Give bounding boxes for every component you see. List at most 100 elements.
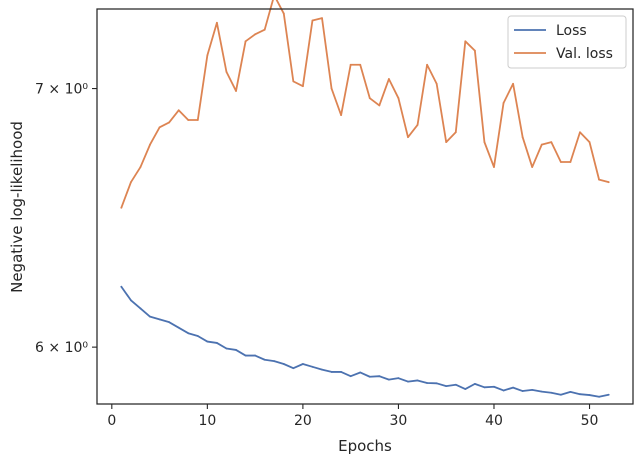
- data-point-loss: [540, 390, 543, 393]
- data-point-loss: [158, 318, 161, 321]
- data-point-loss: [588, 394, 591, 396]
- data-point-val-loss: [435, 82, 438, 85]
- data-point-loss: [130, 299, 132, 302]
- data-point-val-loss: [359, 63, 362, 66]
- data-point-val-loss: [292, 80, 295, 83]
- data-point-loss: [244, 354, 247, 357]
- y-tick-label: 6 × 10⁰: [35, 340, 88, 356]
- series-line-loss: [120, 285, 610, 398]
- data-point-loss: [416, 379, 419, 382]
- data-point-loss: [282, 363, 285, 365]
- data-point-val-loss: [502, 102, 505, 104]
- data-point-loss: [407, 380, 409, 383]
- data-point-loss: [435, 382, 438, 385]
- y-axis-ticks: 6 × 10⁰ 7 × 10⁰: [35, 82, 97, 356]
- data-point-loss: [521, 390, 524, 392]
- x-tick-label: 20: [294, 413, 312, 429]
- data-point-loss: [397, 377, 400, 380]
- data-point-loss: [302, 363, 304, 365]
- x-axis-ticks: 0 10 20 30 40 50: [107, 404, 598, 429]
- data-point-loss: [225, 347, 228, 350]
- legend: Loss Val. loss: [507, 15, 627, 69]
- data-point-loss: [254, 354, 257, 357]
- data-point-val-loss: [464, 40, 467, 43]
- data-point-loss: [464, 388, 467, 390]
- data-point-loss: [321, 368, 323, 371]
- data-point-loss: [206, 340, 209, 343]
- data-point-loss: [512, 386, 514, 389]
- data-point-loss: [330, 371, 333, 373]
- data-point-val-loss: [407, 136, 409, 139]
- data-point-val-loss: [521, 136, 524, 139]
- data-point-val-loss: [340, 114, 343, 117]
- legend-box: [507, 15, 627, 69]
- plot-frame: [96, 8, 634, 405]
- data-point-val-loss: [235, 90, 237, 92]
- data-point-val-loss: [225, 70, 228, 73]
- data-point-loss: [559, 393, 562, 396]
- data-point-val-loss: [473, 49, 476, 52]
- data-point-val-loss: [216, 21, 218, 24]
- data-point-loss: [311, 365, 314, 368]
- data-point-loss: [569, 391, 572, 393]
- data-point-val-loss: [550, 141, 553, 144]
- data-point-val-loss: [588, 141, 591, 144]
- data-point-loss: [502, 389, 505, 392]
- data-point-val-loss: [149, 143, 151, 146]
- data-point-loss: [445, 385, 448, 388]
- data-point-loss: [149, 315, 151, 318]
- data-point-val-loss: [559, 161, 562, 163]
- data-point-loss: [216, 342, 218, 344]
- data-point-val-loss: [263, 28, 266, 31]
- data-point-loss: [493, 385, 495, 388]
- plot-area: [97, 9, 633, 404]
- data-point-val-loss: [120, 206, 123, 209]
- series-line-val-loss: [120, 0, 610, 209]
- data-point-val-loss: [378, 104, 381, 107]
- data-point-val-loss: [397, 97, 400, 100]
- data-point-val-loss: [540, 143, 543, 146]
- legend-label-val-loss: Val. loss: [556, 46, 613, 62]
- data-point-loss: [607, 393, 610, 396]
- data-point-val-loss: [483, 141, 486, 144]
- data-point-loss: [340, 371, 343, 373]
- data-point-loss: [196, 335, 199, 337]
- data-point-loss: [426, 382, 428, 384]
- data-point-val-loss: [187, 119, 190, 121]
- x-tick-label: 30: [390, 413, 408, 429]
- data-point-val-loss: [512, 82, 514, 85]
- data-point-val-loss: [158, 126, 161, 129]
- data-point-val-loss: [454, 131, 457, 134]
- data-point-loss: [473, 382, 476, 385]
- data-point-val-loss: [426, 63, 428, 66]
- data-point-val-loss: [349, 63, 352, 66]
- data-point-val-loss: [330, 87, 333, 90]
- data-point-val-loss: [445, 141, 448, 144]
- y-tick-label: 7 × 10⁰: [35, 82, 88, 98]
- data-point-val-loss: [607, 181, 610, 184]
- data-point-loss: [483, 386, 486, 389]
- data-point-val-loss: [579, 131, 581, 134]
- x-axis-label: Epochs: [338, 437, 392, 455]
- data-point-loss: [378, 375, 381, 378]
- data-point-val-loss: [598, 178, 600, 181]
- data-point-loss: [273, 360, 276, 363]
- series-layer: [120, 0, 610, 398]
- data-point-loss: [349, 375, 352, 378]
- y-axis-label: Negative log-likelihood: [8, 121, 26, 293]
- data-point-val-loss: [416, 123, 419, 126]
- data-point-val-loss: [196, 119, 199, 121]
- data-point-val-loss: [282, 12, 285, 15]
- data-point-loss: [550, 391, 553, 394]
- data-point-loss: [120, 285, 123, 288]
- data-point-val-loss: [206, 54, 209, 57]
- x-tick-label: 40: [485, 413, 503, 429]
- data-point-loss: [579, 393, 581, 396]
- x-tick-label: 0: [107, 413, 116, 429]
- data-point-val-loss: [531, 166, 534, 168]
- data-point-loss: [531, 388, 534, 391]
- data-point-val-loss: [139, 166, 142, 168]
- data-point-loss: [235, 349, 237, 351]
